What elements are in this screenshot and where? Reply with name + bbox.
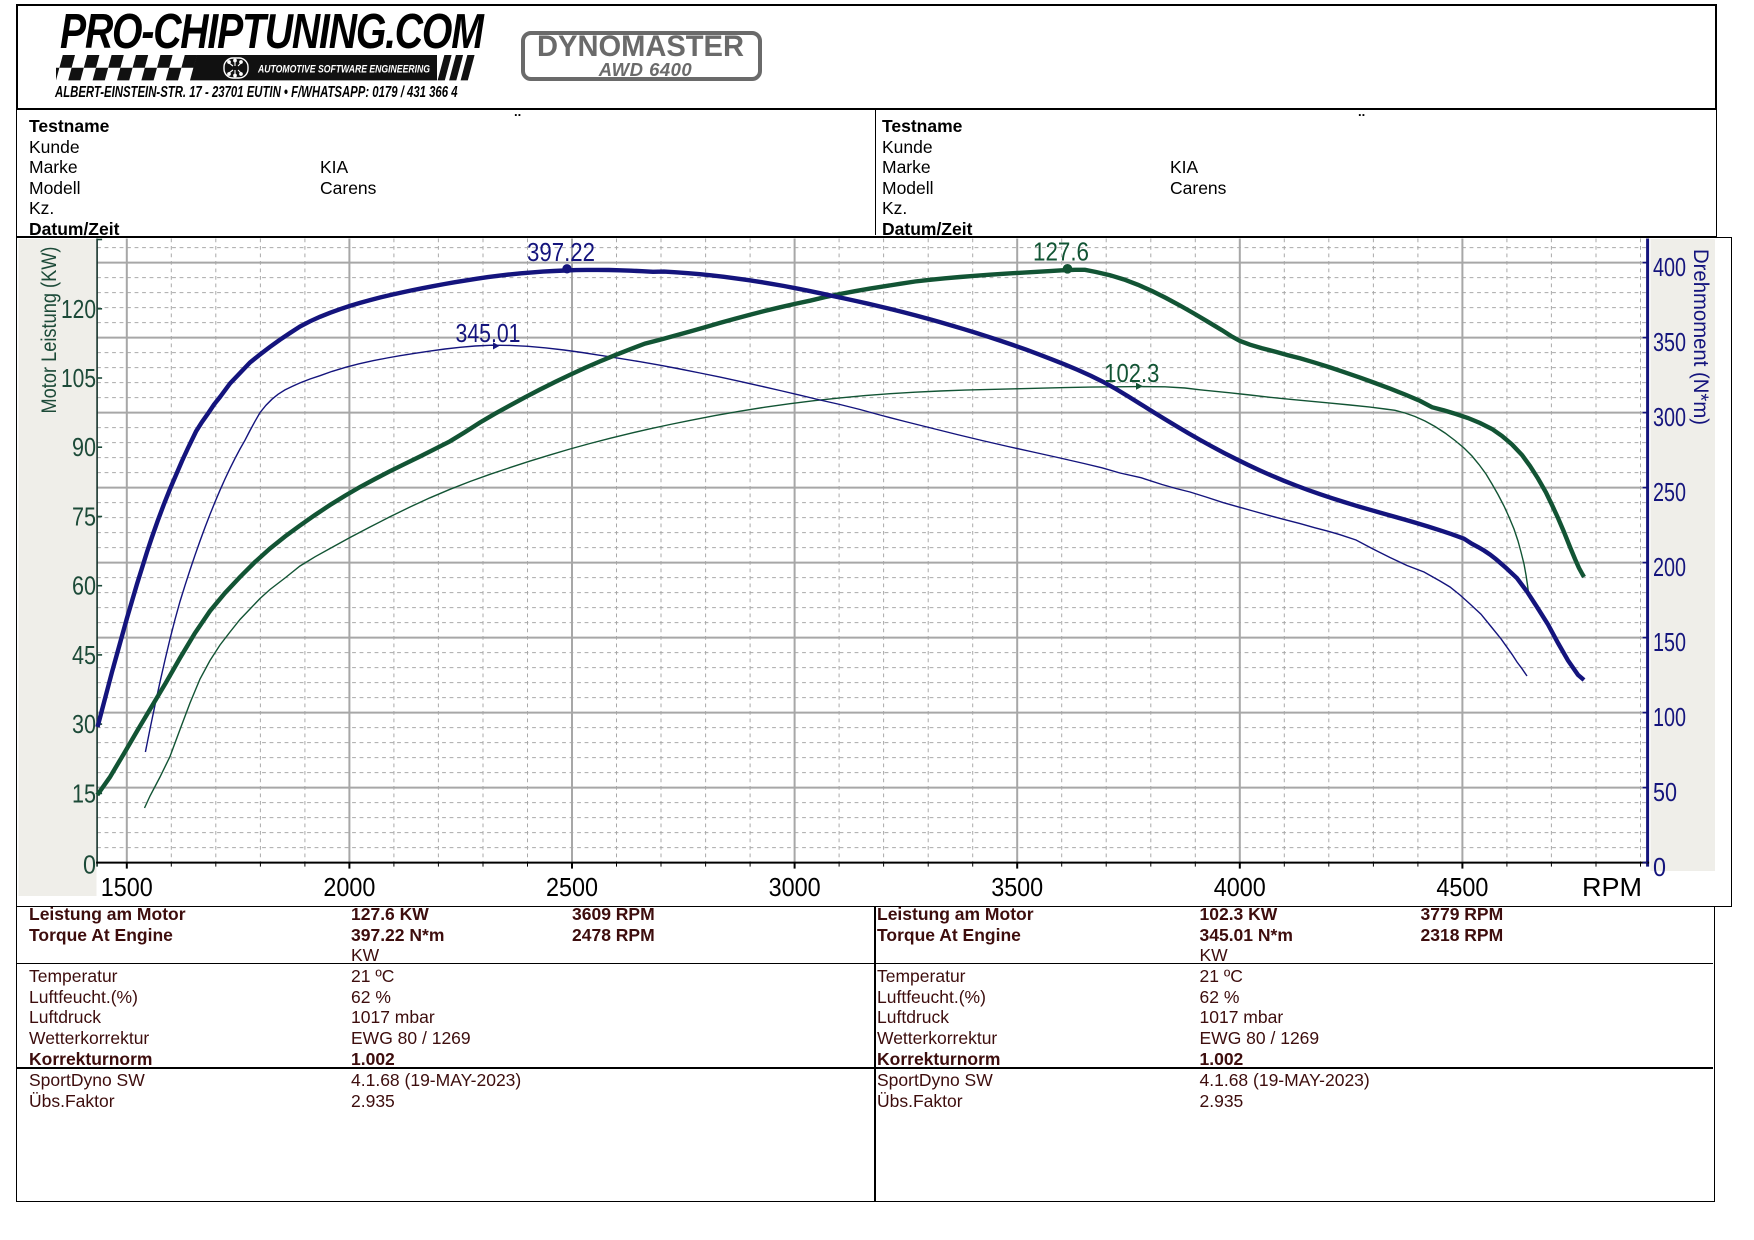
svg-text:90: 90 <box>72 432 96 462</box>
svg-text:Drehmoment (N*m): Drehmoment (N*m) <box>1689 249 1712 425</box>
svg-text:250: 250 <box>1653 477 1686 507</box>
svg-text:15: 15 <box>72 778 96 808</box>
svg-text:0: 0 <box>1653 852 1666 882</box>
svg-text:100: 100 <box>1653 702 1686 732</box>
svg-text:75: 75 <box>72 502 96 532</box>
svg-text:1500: 1500 <box>101 872 153 902</box>
svg-text:RPM: RPM <box>1582 872 1642 902</box>
svg-text:50: 50 <box>1653 777 1677 807</box>
svg-text:300: 300 <box>1653 402 1686 432</box>
svg-text:Motor Leistung (KW): Motor Leistung (KW) <box>38 247 61 414</box>
svg-text:345.01: 345.01 <box>456 318 521 348</box>
svg-text:102.3: 102.3 <box>1104 358 1159 388</box>
svg-text:120: 120 <box>61 294 96 324</box>
svg-text:60: 60 <box>72 571 96 601</box>
svg-text:3500: 3500 <box>991 872 1043 902</box>
svg-text:150: 150 <box>1653 627 1686 657</box>
svg-text:400: 400 <box>1653 252 1686 282</box>
svg-text:4000: 4000 <box>1214 872 1266 902</box>
svg-text:200: 200 <box>1653 552 1686 582</box>
svg-text:AUTOMOTIVE SOFTWARE ENGINEERIN: AUTOMOTIVE SOFTWARE ENGINEERING <box>257 63 430 75</box>
svg-text:350: 350 <box>1653 327 1686 357</box>
svg-text:105: 105 <box>61 363 96 393</box>
svg-text:127.6: 127.6 <box>1033 237 1089 267</box>
svg-text:2000: 2000 <box>323 872 375 902</box>
svg-text:4500: 4500 <box>1436 872 1488 902</box>
svg-text:3000: 3000 <box>769 872 821 902</box>
svg-text:45: 45 <box>72 640 96 670</box>
svg-text:30: 30 <box>72 709 96 739</box>
svg-text:2500: 2500 <box>546 872 598 902</box>
svg-text:0: 0 <box>83 850 96 880</box>
svg-text:397.22: 397.22 <box>527 237 595 267</box>
